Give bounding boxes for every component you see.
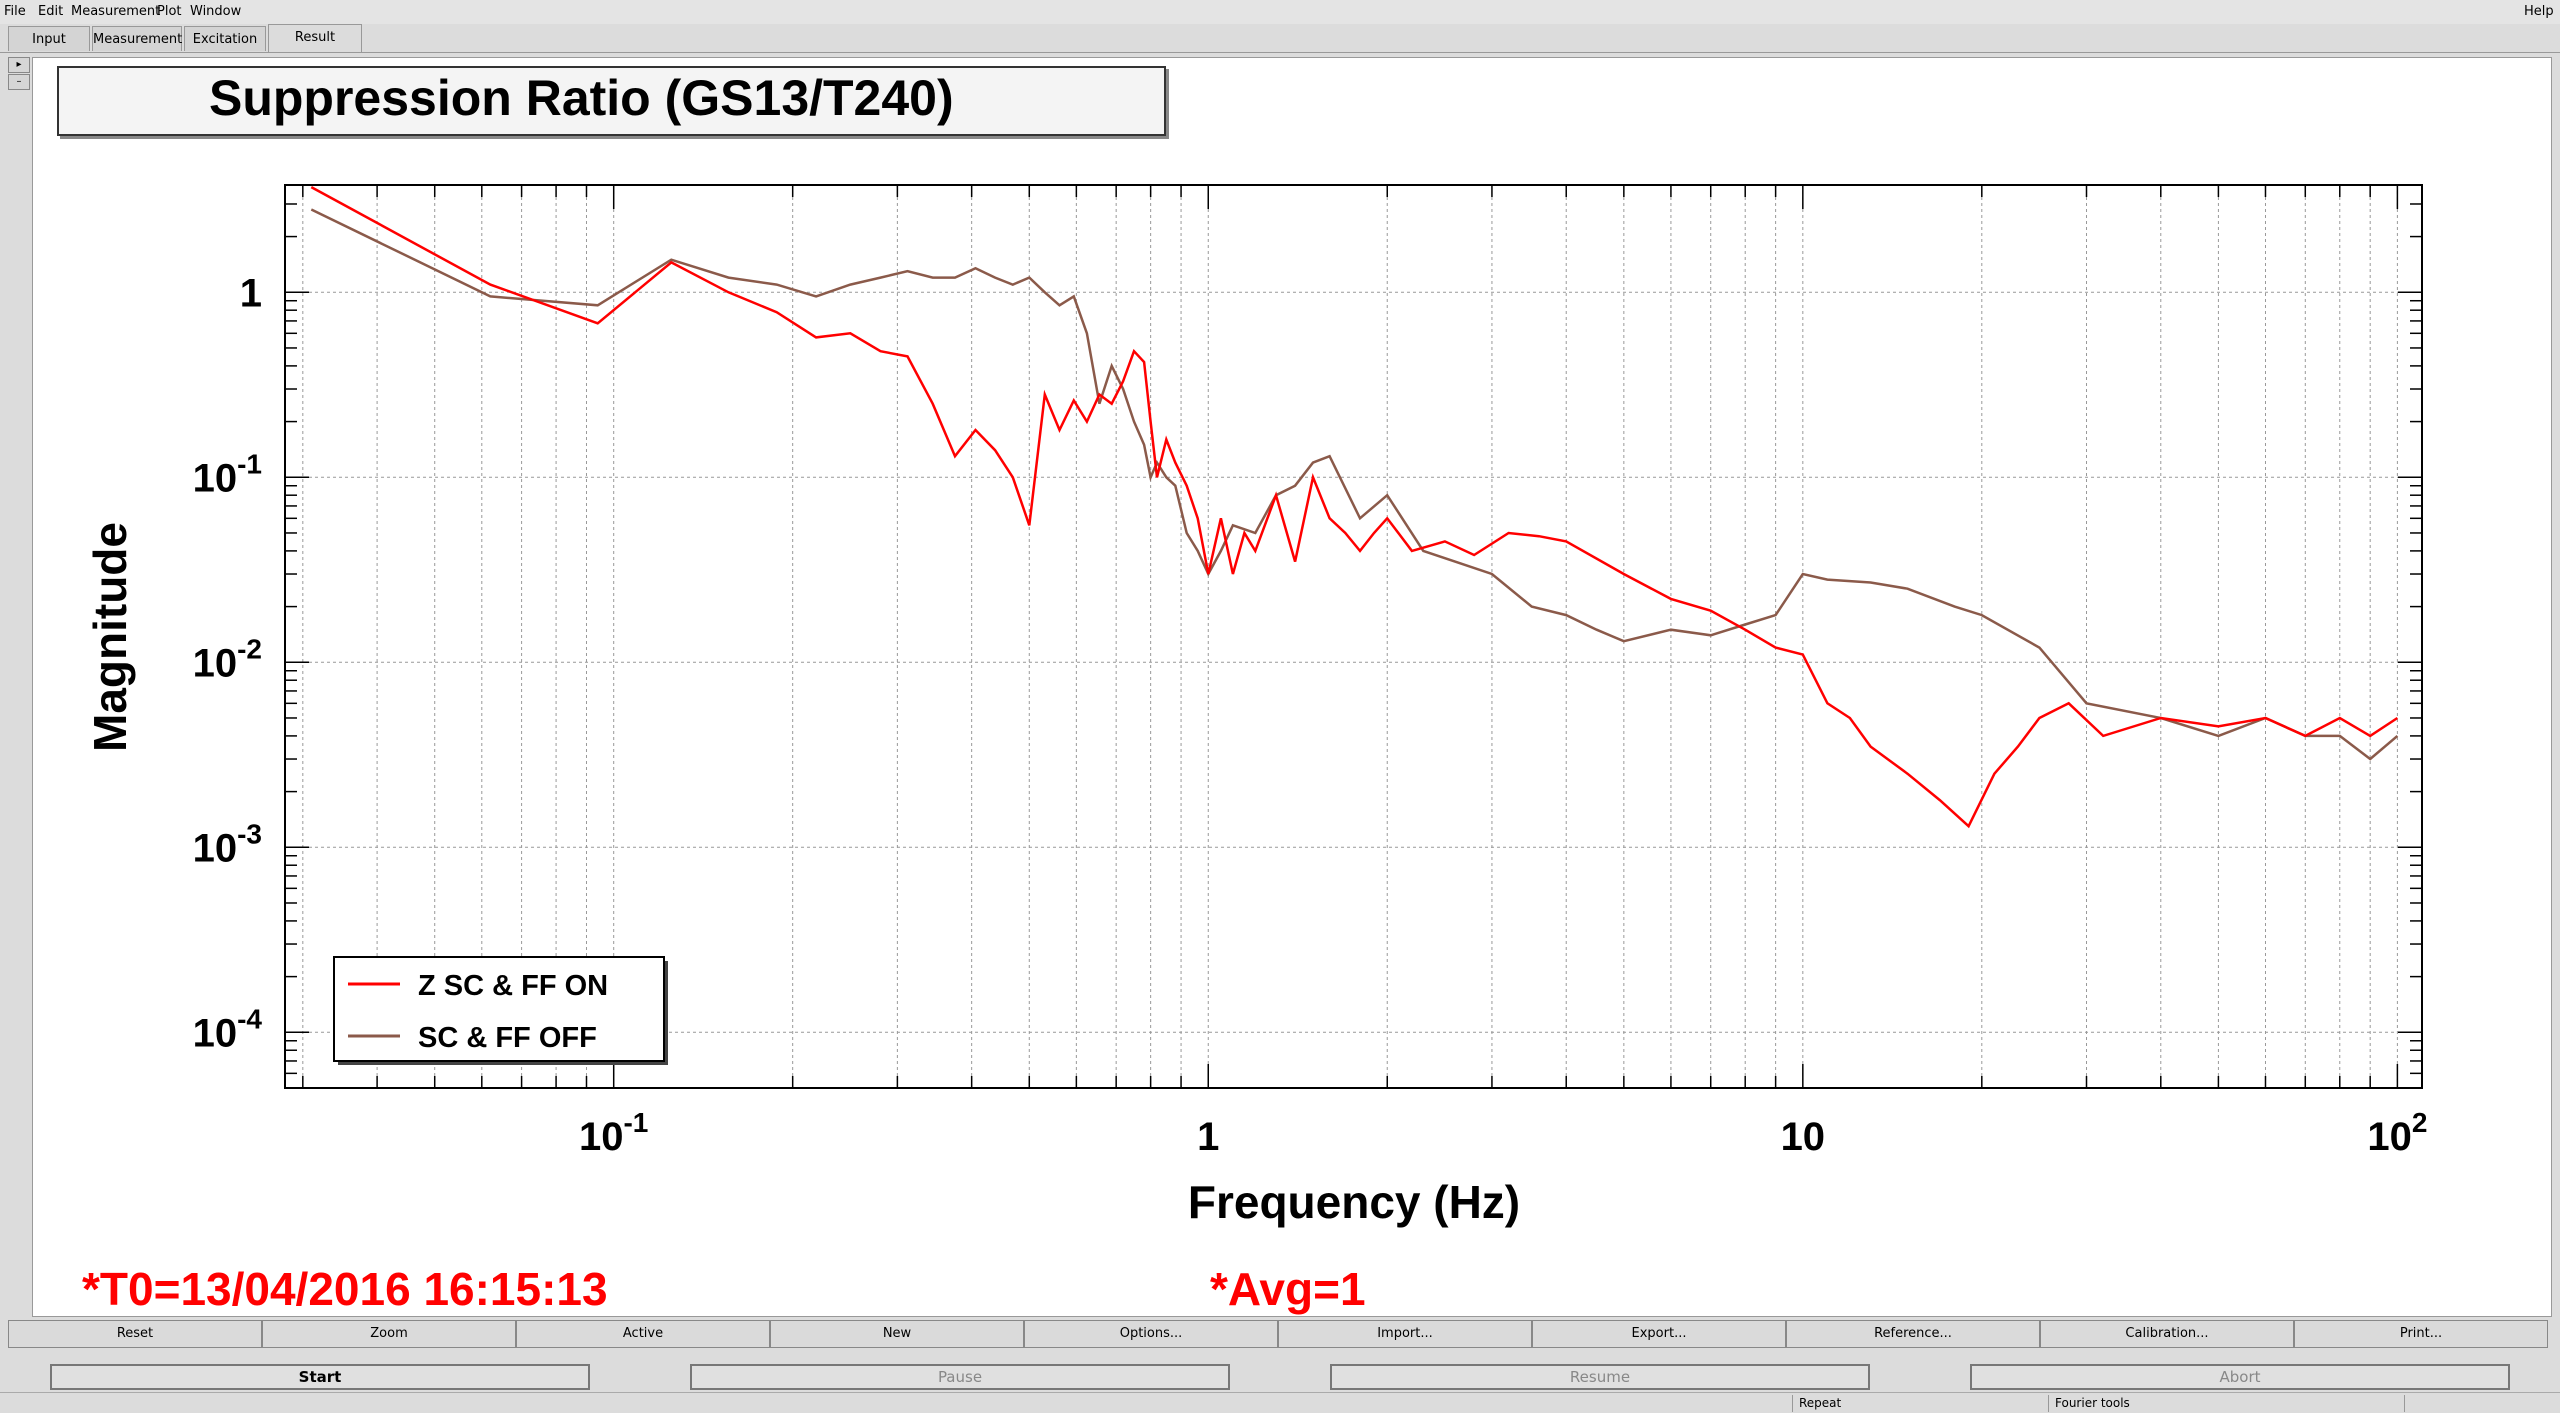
tab-excitation[interactable]: Excitation	[184, 26, 266, 51]
resume-button[interactable]: Resume	[1330, 1364, 1870, 1390]
triangle-right-icon: ▸	[16, 59, 22, 70]
tab-measurement[interactable]: Measurement	[92, 26, 182, 51]
run-toolbar: Start Pause Resume Abort	[0, 1360, 2560, 1390]
t0-info: *T0=13/04/2016 16:15:13	[82, 1263, 608, 1315]
import-button[interactable]: Import...	[1278, 1320, 1532, 1348]
menu-plot[interactable]: Plot	[157, 4, 182, 19]
plot-title-box: Suppression Ratio (GS13/T240)	[57, 66, 1166, 136]
menu-help[interactable]: Help	[2524, 4, 2554, 19]
start-button[interactable]: Start	[50, 1364, 590, 1390]
tab-input[interactable]: Input	[8, 26, 90, 51]
tab-result[interactable]: Result	[268, 24, 362, 52]
plot-title: Suppression Ratio (GS13/T240)	[209, 70, 954, 126]
zoom-button[interactable]: Zoom	[262, 1320, 516, 1348]
expand-arrow-button[interactable]: ▸	[8, 57, 30, 73]
new-button[interactable]: New	[770, 1320, 1024, 1348]
abort-button[interactable]: Abort	[1970, 1364, 2510, 1390]
tab-bar: Input Measurement Excitation Result	[0, 24, 2560, 53]
dash-icon: –	[16, 76, 22, 87]
menu-measurement[interactable]: Measurement	[71, 4, 161, 19]
menu-edit[interactable]: Edit	[38, 4, 64, 19]
reset-button[interactable]: Reset	[8, 1320, 262, 1348]
active-button[interactable]: Active	[516, 1320, 770, 1348]
status-repeat: Repeat	[1792, 1395, 2049, 1412]
export-button[interactable]: Export...	[1532, 1320, 1786, 1348]
pause-button[interactable]: Pause	[690, 1364, 1230, 1390]
status-bar: Repeat Fourier tools	[0, 1392, 2560, 1413]
menu-file[interactable]: File	[4, 4, 26, 19]
menu-bar: File Edit Measurement Plot Window Help	[0, 0, 2560, 24]
pad-toggle-button[interactable]: –	[8, 74, 30, 90]
avg-info: *Avg=1	[1210, 1263, 1366, 1315]
options-button[interactable]: Options...	[1024, 1320, 1278, 1348]
status-fourier-tools: Fourier tools	[2048, 1395, 2405, 1412]
menu-window[interactable]: Window	[190, 4, 242, 19]
plot-canvas[interactable]	[32, 57, 2552, 1317]
print-button[interactable]: Print...	[2294, 1320, 2548, 1348]
calibration-button[interactable]: Calibration...	[2040, 1320, 2294, 1348]
reference-button[interactable]: Reference...	[1786, 1320, 2040, 1348]
status-empty	[2404, 1395, 2551, 1412]
plot-toolbar: Reset Zoom Active New Options... Import.…	[0, 1318, 2560, 1352]
